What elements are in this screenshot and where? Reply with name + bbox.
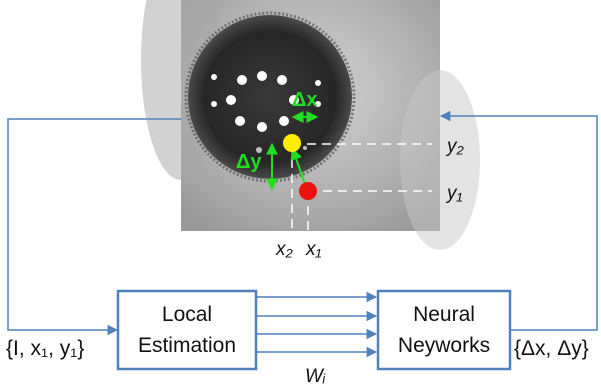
eye-photo: Δx Δy (141, 0, 480, 250)
y2-label: y₂ (445, 136, 465, 157)
x1-label: x₁ (305, 239, 322, 260)
neural-networks-line2: Neyworks (398, 334, 490, 357)
estimated-point (283, 134, 301, 152)
weight-arrows (256, 291, 378, 358)
local-estimation-line2: Estimation (138, 334, 236, 357)
input-label: {I, x₁, y₁} (6, 337, 84, 360)
neural-networks-box: Neural Neyworks (376, 289, 512, 371)
led-reflections (211, 71, 321, 153)
delta-x-label: Δx (292, 89, 318, 111)
neural-networks-line1: Neural (413, 303, 475, 326)
y1-label: y₁ (445, 183, 463, 204)
delta-y-label: Δy (236, 151, 262, 173)
x2-label: x₂ (275, 239, 294, 260)
local-estimation-line1: Local (162, 303, 212, 326)
weights-label: Wᵢ (305, 366, 326, 387)
local-estimation-box: Local Estimation (116, 289, 258, 371)
delta-arrows (266, 111, 319, 191)
input-feedback-line (7, 118, 181, 336)
initial-point (299, 182, 317, 200)
output-label: {Δx, Δy} (514, 337, 589, 360)
output-feedback-line (439, 110, 598, 331)
pupil (188, 15, 352, 179)
displacement-arrow (290, 147, 307, 188)
